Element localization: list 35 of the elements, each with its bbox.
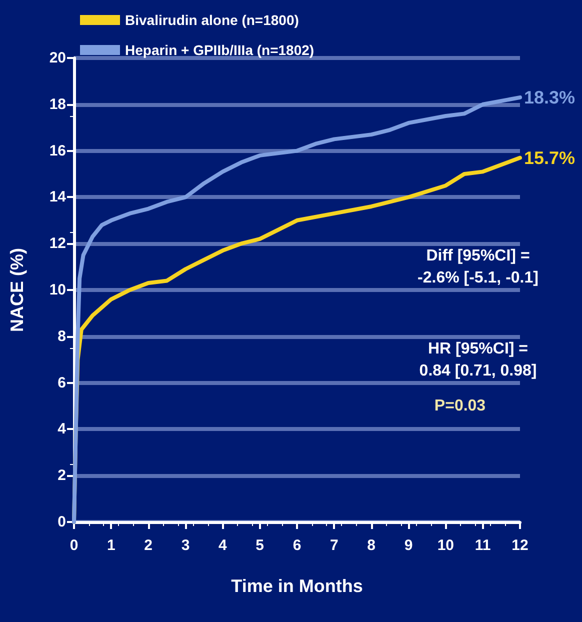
y-tick-label: 2 <box>58 467 66 484</box>
annotation: Diff [95%CI] = <box>426 248 530 264</box>
annotation: 15.7% <box>524 148 576 168</box>
y-tick-label: 12 <box>49 235 66 252</box>
y-tick-label: 0 <box>58 514 66 530</box>
x-tick-label: 11 <box>474 537 491 554</box>
x-tick-label: 3 <box>181 537 190 554</box>
y-tick-label: 20 <box>49 50 66 66</box>
y-tick-label: 10 <box>49 282 66 298</box>
annotation: HR [95%CI] = <box>428 340 528 358</box>
annotation: -2.6% [-5.1, -0.1] <box>418 270 538 286</box>
annotation: 18.3% <box>524 87 576 108</box>
x-tick-label: 0 <box>70 537 78 554</box>
annotation: 0.84 [0.71, 0.98] <box>419 362 537 380</box>
y-tick-label: 8 <box>58 328 66 345</box>
x-tick-label: 10 <box>437 537 454 554</box>
legend-label: Heparin + GPIIb/IIIa (n=1802) <box>125 42 314 58</box>
y-tick-label: 18 <box>49 96 66 113</box>
y-tick-label: 16 <box>49 142 66 160</box>
x-tick-label: 7 <box>330 537 338 554</box>
x-tick-label: 5 <box>256 537 264 554</box>
x-tick-label: 12 <box>512 537 528 554</box>
legend-label: Bivalirudin alone (n=1800) <box>125 12 299 28</box>
x-tick-label: 4 <box>218 537 228 554</box>
x-axis-title: Time in Months <box>231 576 363 596</box>
y-tick-label: 6 <box>58 374 66 392</box>
x-tick-label: 9 <box>404 537 413 554</box>
x-tick-label: 1 <box>106 537 116 554</box>
y-tick-label: 4 <box>58 420 67 438</box>
annotation: P=0.03 <box>434 398 486 414</box>
y-axis-title: NACE (%) <box>7 248 27 332</box>
x-tick-label: 2 <box>144 537 153 554</box>
x-tick-label: 8 <box>367 537 376 554</box>
x-tick-label: 6 <box>292 537 302 554</box>
y-tick-label: 14 <box>49 188 67 206</box>
